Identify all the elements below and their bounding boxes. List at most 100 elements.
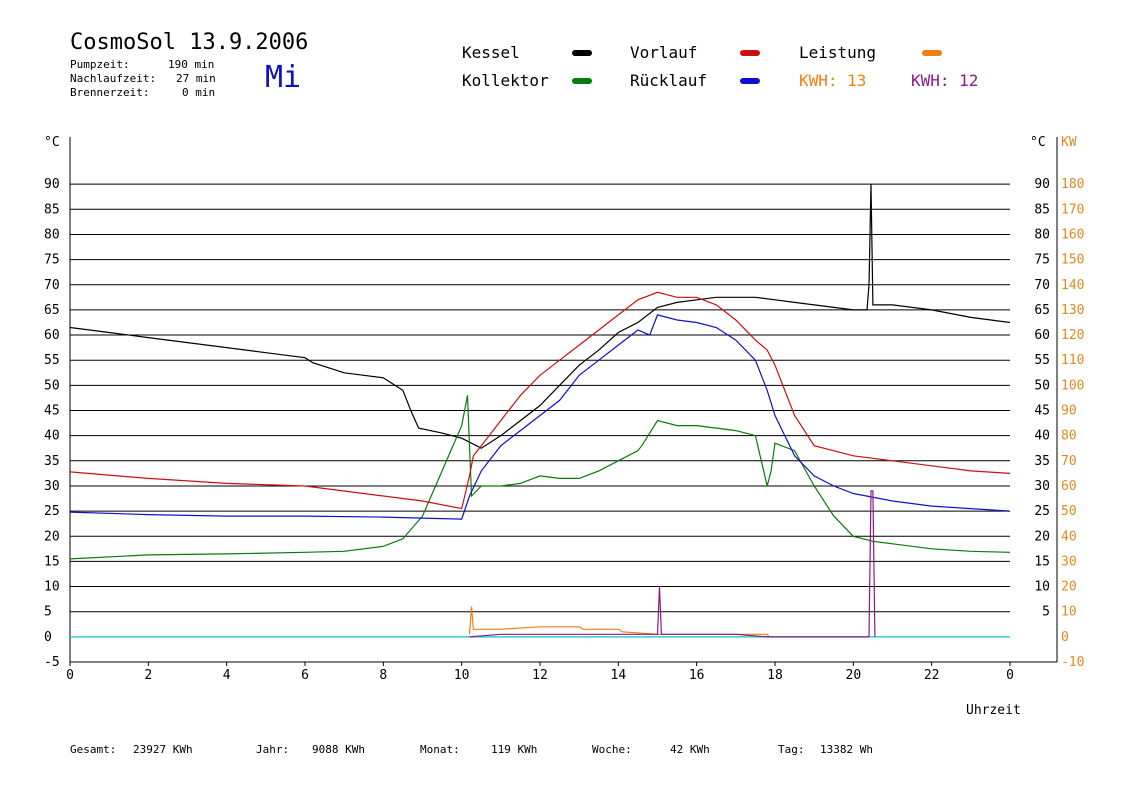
y-tick-left-label: 0: [44, 630, 52, 645]
y-tick-right-temp-label: 90: [1034, 177, 1050, 192]
brenner-time-value: 0 min: [182, 86, 216, 99]
y-tick-right-temp-label: 25: [1034, 504, 1050, 519]
chart-title: CosmoSol 13.9.2006: [70, 30, 309, 55]
series-layer: [69, 184, 1011, 638]
y-tick-right-temp-label: 40: [1034, 429, 1050, 444]
y-tick-left-label: 20: [44, 529, 60, 544]
y-tick-right-temp-label: 75: [1034, 253, 1050, 268]
x-tick-label: 0: [1006, 668, 1014, 683]
x-axis-label: Uhrzeit: [966, 703, 1021, 718]
y-tick-right-kw-label: 170: [1061, 202, 1084, 217]
x-tick-label: 0: [66, 668, 74, 683]
pump-time-value: 190 min: [168, 58, 215, 71]
y-tick-left-label: 25: [44, 504, 60, 519]
legend-vorlauf-swatch: [740, 50, 760, 56]
x-tick-label: 16: [689, 668, 705, 683]
y-tick-right-kw-label: 160: [1061, 227, 1084, 242]
y-tick-right-temp-label: 45: [1034, 404, 1050, 419]
y-tick-right-temp-label: 55: [1034, 353, 1050, 368]
x-tick-label: 6: [301, 668, 309, 683]
series-line-kwh: [469, 490, 876, 638]
y-tick-right-kw-label: 30: [1061, 554, 1077, 569]
y-tick-right-temp-label: 20: [1034, 529, 1050, 544]
y-tick-left-label: 70: [44, 278, 60, 293]
y-tick-right-kw-label: 180: [1061, 177, 1084, 192]
y-tick-left-label: 85: [44, 202, 60, 217]
legend-kessel-swatch: [572, 50, 592, 56]
legend-kwh-orange: KWH: 13: [799, 71, 867, 90]
y-tick-left-label: 40: [44, 429, 60, 444]
footer-tag-label: Tag:: [778, 743, 805, 756]
y-tick-right-temp-label: 10: [1034, 580, 1050, 595]
y-tick-right-kw-label: 10: [1061, 605, 1077, 620]
series-line-leistung: [468, 606, 770, 638]
series-line-kollektor: [69, 395, 1011, 560]
y-tick-right-kw-label: 100: [1061, 378, 1084, 393]
y-tick-left-label: 10: [44, 580, 60, 595]
x-tick-label: 18: [767, 668, 783, 683]
y-tick-right-kw-label: 40: [1061, 529, 1077, 544]
series-line-kessel: [69, 184, 1011, 449]
x-tick-label: 10: [454, 668, 470, 683]
legend-leistung: Leistung: [799, 43, 877, 62]
nachlauf-time-label: Nachlaufzeit:: [70, 72, 157, 85]
x-tick-label: 12: [532, 668, 548, 683]
pump-time-label: Pumpzeit:: [70, 58, 130, 71]
y-tick-right-temp-label: 70: [1034, 278, 1050, 293]
y-tick-right-kw-label: 80: [1061, 429, 1077, 444]
footer-gesamt-label: Gesamt:: [70, 743, 117, 756]
x-tick-label: 2: [144, 668, 152, 683]
y-tick-left-label: 65: [44, 303, 60, 318]
footer-gesamt-value: 23927 KWh: [133, 743, 193, 756]
y-tick-right-kw-label: 70: [1061, 454, 1077, 469]
y-tick-right-temp-label: 35: [1034, 454, 1050, 469]
x-tick-label: 14: [611, 668, 627, 683]
y-tick-left-label: 80: [44, 227, 60, 242]
footer-monat-value: 119 KWh: [491, 743, 538, 756]
y-tick-left-label: 75: [44, 253, 60, 268]
legend-leistung-swatch: [922, 50, 942, 56]
grid-layer: [69, 137, 1058, 663]
series-line-vorlauf: [69, 291, 1011, 510]
y-tick-left-label: 15: [44, 554, 60, 569]
y-tick-right-temp-label: 15: [1034, 554, 1050, 569]
legend-kessel: Kessel: [462, 43, 520, 62]
y-tick-right-kw-label: -10: [1061, 655, 1084, 670]
footer-tag-value: 13382 Wh: [820, 743, 873, 756]
y-tick-left-label: 35: [44, 454, 60, 469]
x-tick-label: 22: [924, 668, 940, 683]
y-axis-label-right-kw: KW: [1061, 135, 1077, 150]
y-tick-right-temp-label: 50: [1034, 378, 1050, 393]
y-tick-right-kw-label: 60: [1061, 479, 1077, 494]
legend-kwh-purple: KWH: 12: [911, 71, 979, 90]
y-tick-left-label: 90: [44, 177, 60, 192]
y-tick-right-temp-label: 30: [1034, 479, 1050, 494]
y-tick-right-kw-label: 90: [1061, 404, 1077, 419]
footer-woche-label: Woche:: [592, 743, 632, 756]
y-axis-label-left: °C: [44, 135, 60, 150]
y-tick-right-temp-label: 5: [1042, 605, 1050, 620]
y-tick-left-label: 60: [44, 328, 60, 343]
y-tick-left-label: 5: [44, 605, 52, 620]
y-tick-left-label: 55: [44, 353, 60, 368]
y-tick-right-kw-label: 140: [1061, 278, 1084, 293]
brenner-time-label: Brennerzeit:: [70, 86, 150, 99]
y-tick-right-temp-label: 65: [1034, 303, 1050, 318]
y-tick-right-temp-label: 60: [1034, 328, 1050, 343]
footer-monat-label: Monat:: [420, 743, 460, 756]
legend-kollektor-swatch: [572, 78, 592, 84]
weekday-label: Mi: [265, 60, 302, 95]
legend-ruecklauf-swatch: [740, 78, 760, 84]
x-tick-label: 4: [223, 668, 231, 683]
y-tick-right-kw-label: 110: [1061, 353, 1084, 368]
footer-jahr-label: Jahr:: [256, 743, 290, 756]
series-line-rcklauf: [69, 314, 1011, 520]
y-tick-left-label: 50: [44, 378, 60, 393]
legend-vorlauf: Vorlauf: [630, 43, 698, 62]
nachlauf-time-value: 27 min: [176, 72, 216, 85]
y-tick-right-kw-label: 20: [1061, 580, 1077, 595]
x-tick-label: 20: [846, 668, 862, 683]
y-tick-right-temp-label: 85: [1034, 202, 1050, 217]
x-tick-label: 8: [379, 668, 387, 683]
